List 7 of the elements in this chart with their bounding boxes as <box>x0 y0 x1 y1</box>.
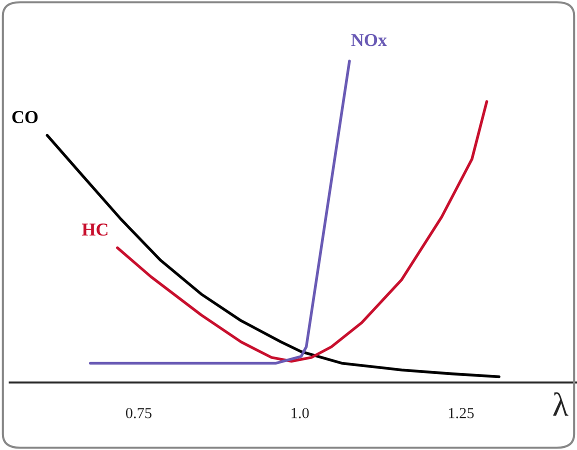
annotation: HC <box>82 224 108 236</box>
annotation: NOx <box>351 34 387 46</box>
x-tick-label: 1.0 <box>292 408 309 418</box>
x-tick-label: 0.75 <box>126 408 152 418</box>
annotation: CO <box>12 111 38 124</box>
x-axis-title: λ <box>553 392 568 416</box>
x-tick-label: 1.25 <box>448 408 474 418</box>
